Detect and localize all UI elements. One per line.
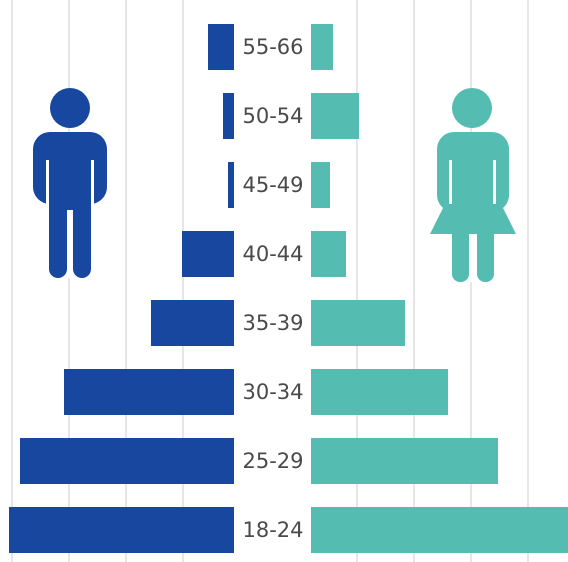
age-label-40-44: 40-44: [242, 242, 303, 266]
female-bar-45-49: [311, 162, 330, 208]
bars: [9, 24, 568, 553]
gender-icons: [33, 88, 516, 282]
female-bar-30-34: [311, 369, 448, 415]
female-bar-40-44: [311, 231, 346, 277]
female-bar-25-29: [311, 438, 498, 484]
female-bar-18-24: [311, 507, 568, 553]
male-bar-45-49: [228, 162, 234, 208]
age-label-35-39: 35-39: [242, 311, 303, 335]
male-bar-18-24: [9, 507, 234, 553]
age-label-30-34: 30-34: [242, 380, 303, 404]
age-label-45-49: 45-49: [242, 173, 303, 197]
female-bar-35-39: [311, 300, 405, 346]
female-bar-55-66: [311, 24, 333, 70]
male-bar-35-39: [151, 300, 234, 346]
age-label-50-54: 50-54: [242, 104, 303, 128]
male-bar-30-34: [64, 369, 234, 415]
age-labels: 55-66 50-54 45-49 40-44 35-39 30-34 25-29 18-24: [242, 35, 303, 542]
female-bar-50-54: [311, 93, 359, 139]
age-label-55-66: 55-66: [242, 35, 303, 59]
male-bar-25-29: [20, 438, 234, 484]
male-bar-50-54: [223, 93, 234, 139]
female-figure-icon: [430, 88, 516, 282]
male-bar-40-44: [182, 231, 234, 277]
age-label-18-24: 18-24: [242, 518, 303, 542]
male-figure-icon: [33, 88, 107, 278]
male-bar-55-66: [208, 24, 234, 70]
age-label-25-29: 25-29: [242, 449, 303, 473]
